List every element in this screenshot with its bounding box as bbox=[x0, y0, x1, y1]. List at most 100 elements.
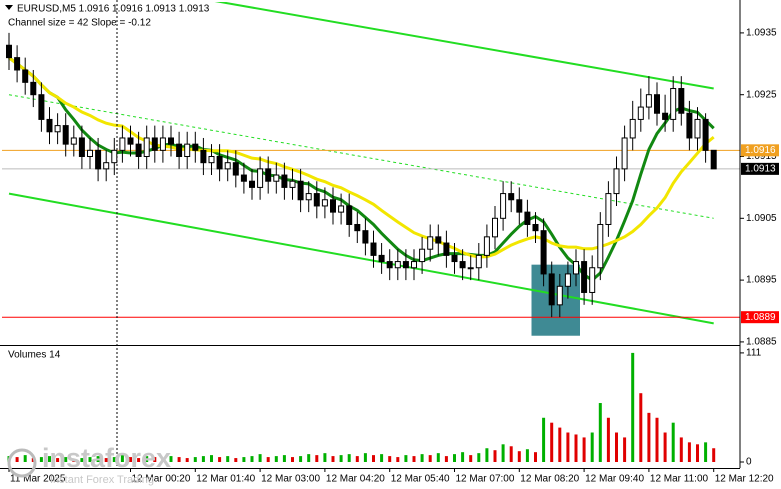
candle-body bbox=[208, 156, 215, 164]
logo-name: instaforex bbox=[42, 443, 171, 473]
volume-bar bbox=[242, 457, 246, 462]
volume-bar bbox=[193, 457, 197, 462]
candle-body bbox=[62, 125, 69, 145]
candle-body bbox=[411, 261, 417, 269]
y-tick-label: 1.0925 bbox=[746, 89, 777, 100]
volume-bar bbox=[169, 456, 173, 462]
volume-bar bbox=[177, 457, 181, 462]
candle-body bbox=[313, 193, 320, 207]
volume-bar bbox=[64, 457, 68, 462]
volume-bar bbox=[347, 454, 351, 462]
price-tag-label: 1.0913 bbox=[745, 164, 776, 175]
candle-body bbox=[370, 242, 377, 256]
candle-body bbox=[289, 180, 296, 188]
y-tick-label: 0 bbox=[746, 457, 752, 468]
candle-body bbox=[702, 118, 709, 151]
volume-bar bbox=[704, 442, 708, 462]
volume-bar bbox=[137, 458, 141, 462]
volume-bar bbox=[461, 452, 465, 462]
x-tick-label: 12 Mar 11:00 bbox=[650, 474, 709, 485]
volume-bar bbox=[509, 446, 513, 462]
volume-bar bbox=[663, 432, 667, 462]
y-tick-label: 1.0885 bbox=[746, 337, 777, 348]
volume-bar bbox=[315, 455, 319, 462]
candle-body bbox=[6, 44, 12, 59]
volume-bar bbox=[696, 444, 699, 462]
candle-body bbox=[305, 193, 312, 201]
volume-bar bbox=[687, 442, 691, 462]
volume-bar bbox=[493, 450, 497, 462]
candle-body bbox=[200, 149, 207, 164]
volume-bar bbox=[712, 448, 716, 462]
volume-bar bbox=[80, 458, 84, 462]
candle-body bbox=[540, 230, 547, 275]
candle-body bbox=[184, 143, 191, 158]
volume-bar bbox=[485, 448, 489, 462]
x-tick-label: 12 Mar 01:40 bbox=[196, 474, 255, 485]
candle-body bbox=[654, 94, 660, 114]
volume-bar bbox=[185, 458, 189, 462]
volume-bar bbox=[23, 455, 27, 462]
menu-arrow bbox=[5, 5, 13, 10]
volume-bar bbox=[226, 456, 230, 462]
candle-body bbox=[111, 149, 118, 164]
volume-bar bbox=[598, 403, 602, 462]
candle-body bbox=[192, 143, 199, 151]
candle-body bbox=[548, 273, 555, 306]
x-tick-label: 12 Mar 08:20 bbox=[520, 474, 579, 485]
candle-body bbox=[273, 174, 280, 182]
candle-body bbox=[265, 168, 272, 182]
candle-body bbox=[78, 137, 85, 158]
volume-bar bbox=[412, 456, 416, 462]
candle-body bbox=[500, 193, 507, 219]
volume-bar bbox=[355, 456, 359, 462]
y-tick-label: 1.0905 bbox=[746, 213, 777, 224]
candle-body bbox=[564, 273, 571, 287]
volume-bar bbox=[363, 453, 367, 462]
volume-bar bbox=[469, 455, 473, 462]
candle-body bbox=[362, 230, 369, 244]
volume-bar bbox=[420, 454, 424, 462]
channel-lower bbox=[8, 192, 714, 325]
candle-body bbox=[14, 57, 21, 71]
volume-bar bbox=[218, 457, 222, 462]
volume-bar bbox=[396, 457, 400, 462]
x-tick-label: 12 Mar 09:40 bbox=[585, 474, 644, 485]
candle-body bbox=[338, 205, 345, 213]
candle-body bbox=[386, 261, 393, 269]
volume-bar bbox=[48, 456, 51, 462]
candle-body bbox=[54, 125, 61, 133]
candle-body bbox=[394, 261, 401, 269]
volume-bar bbox=[566, 432, 570, 462]
candle-body bbox=[402, 261, 409, 269]
candle-body bbox=[597, 223, 604, 269]
y-tick-label: 111 bbox=[746, 348, 762, 359]
volume-bar bbox=[339, 455, 343, 462]
volume-bar bbox=[250, 456, 254, 462]
candle-body bbox=[573, 261, 579, 275]
volume-bar bbox=[72, 459, 76, 462]
volume-bar bbox=[104, 458, 108, 462]
candle-body bbox=[556, 285, 563, 306]
candle-body bbox=[143, 137, 150, 158]
channel-upper bbox=[214, 2, 714, 90]
volume-bar bbox=[161, 458, 165, 462]
candle-body bbox=[419, 248, 426, 263]
candle-body bbox=[297, 180, 304, 201]
price-panel bbox=[2, 2, 740, 336]
candle-body bbox=[135, 143, 142, 158]
volume-bar bbox=[88, 457, 92, 462]
candle-body bbox=[38, 94, 45, 120]
candle-body bbox=[257, 168, 264, 188]
x-tick-label: 12 Mar 00:20 bbox=[132, 474, 191, 485]
candle-body bbox=[451, 254, 458, 263]
x-tick-label: 12 Mar 12:20 bbox=[715, 474, 774, 485]
y-tick-label: 1.0915 bbox=[746, 151, 777, 162]
candle-body bbox=[589, 267, 596, 293]
candle-body bbox=[670, 88, 677, 120]
volume-bar bbox=[96, 456, 100, 462]
volume-bar bbox=[380, 454, 384, 462]
volume-bar bbox=[444, 456, 448, 462]
